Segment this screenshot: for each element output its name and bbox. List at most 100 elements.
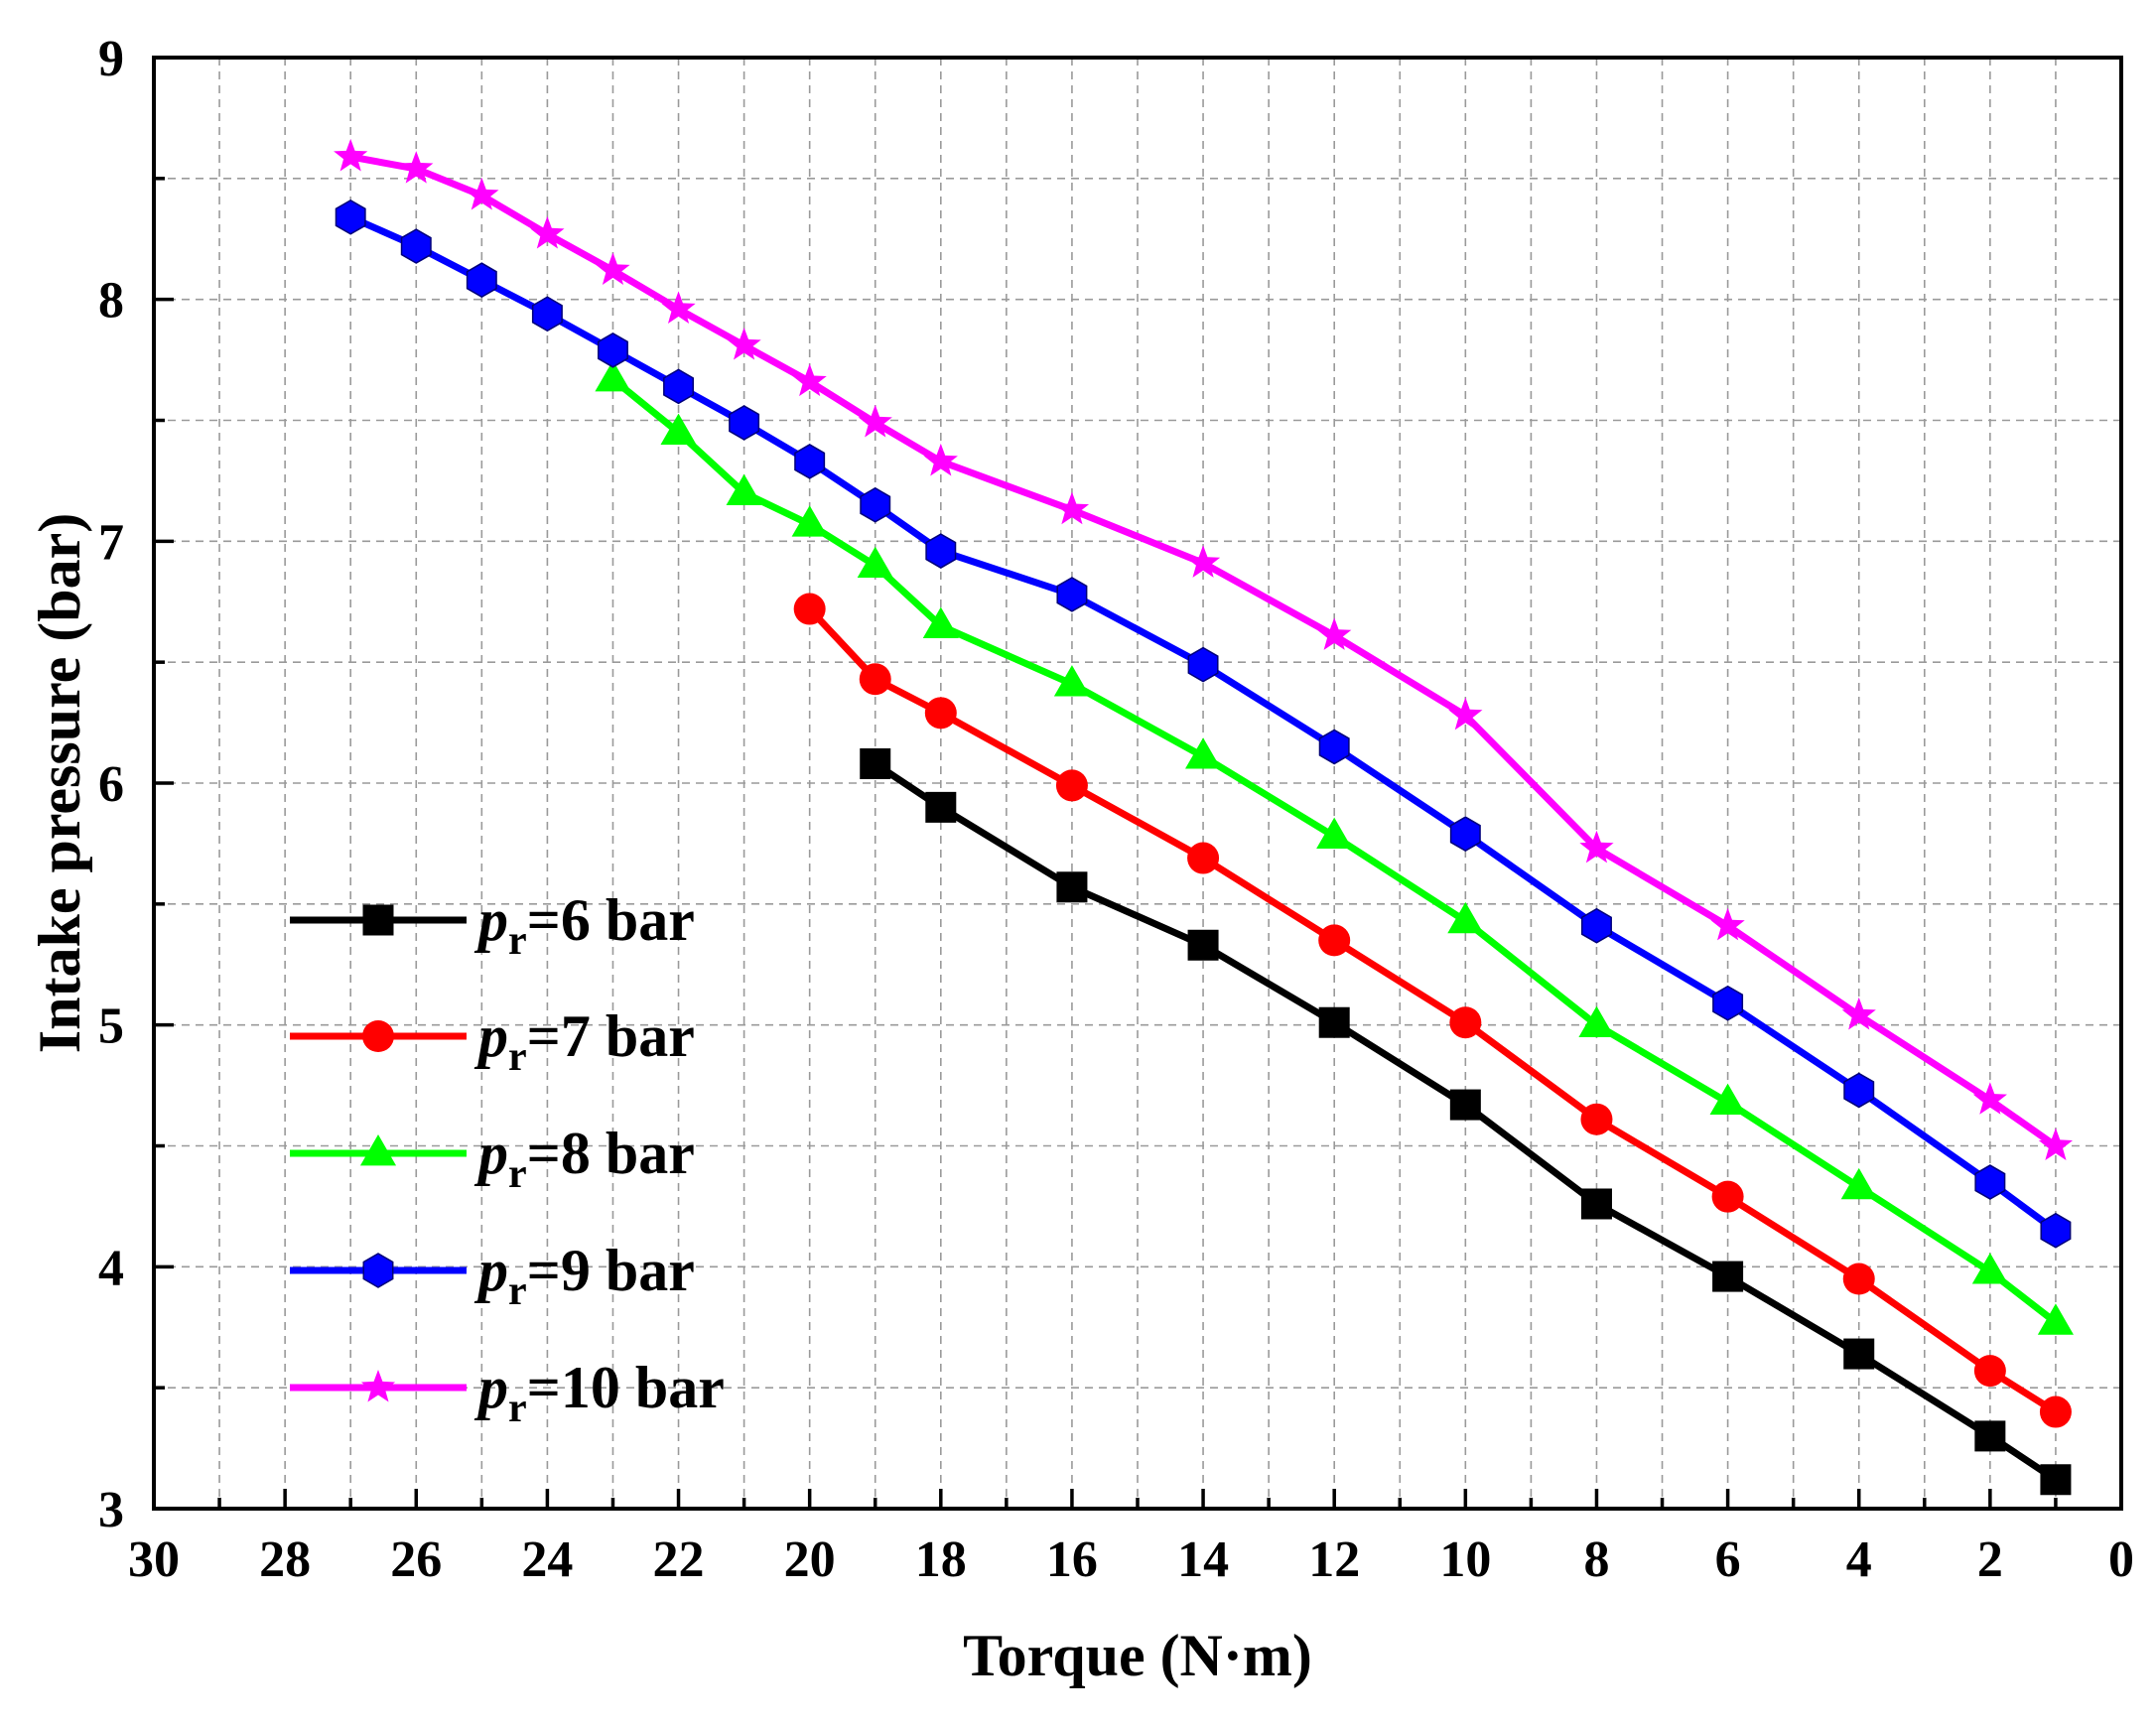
legend-item-3: pr=8 bar [290,1121,695,1197]
data-point [924,697,957,730]
series-group [334,138,2074,1496]
x-tick-label: 24 [521,1531,573,1588]
x-axis-title: Torque (N·m) [963,1623,1312,1688]
x-tick-label: 0 [2108,1531,2134,1588]
legend-marker [359,1134,397,1166]
y-tick-label: 5 [98,998,124,1055]
y-tick-label: 6 [98,756,124,813]
data-point [597,332,628,368]
data-point [859,663,891,696]
x-tick-label: 2 [1977,1531,2003,1588]
data-point [1056,577,1088,612]
data-point [1840,1167,1877,1200]
data-point [1318,1006,1350,1038]
data-point [1580,1103,1613,1135]
data-point [2039,1396,2072,1428]
data-point [925,533,957,569]
y-tick-label: 9 [98,31,124,87]
data-point [1578,1005,1615,1038]
data-point [860,748,891,780]
legend-label: pr=7 bar [473,1003,695,1080]
x-tick-label: 26 [390,1531,442,1588]
data-point [857,546,893,579]
y-tick-label: 8 [98,273,124,330]
data-point [1318,924,1351,957]
series-3 [595,360,2074,1335]
data-point [925,791,957,823]
data-point [1974,1164,2006,1200]
data-point [399,151,434,184]
x-tick-label: 14 [1177,1531,1229,1588]
data-point [531,296,563,332]
data-point [1318,729,1350,765]
series-5 [334,138,2074,1161]
data-point [1187,646,1219,683]
legend-item-1: pr=6 bar [290,887,695,964]
data-point [794,444,826,479]
data-point [729,405,760,441]
x-tick-label: 8 [1583,1531,1609,1588]
data-point [860,486,891,523]
x-tick-label: 30 [128,1531,180,1588]
series-1 [860,748,2072,1496]
data-point [1449,816,1481,853]
data-point [923,443,958,476]
data-point [1449,1089,1481,1121]
grid [154,58,2121,1509]
data-point [922,606,959,638]
y-tick-label: 4 [98,1240,124,1296]
data-point [1185,545,1221,578]
data-point [596,252,630,285]
data-point [1580,907,1612,944]
x-tick-label: 16 [1046,1531,1098,1588]
data-point [466,262,497,299]
data-point [660,413,697,446]
data-point [1710,907,1745,941]
data-point [1185,737,1222,769]
legend-marker [362,1020,394,1052]
data-point [1579,830,1614,864]
legend-marker [360,1370,396,1402]
data-point [727,327,761,360]
data-point [1316,817,1353,849]
legend-item-5: pr=10 bar [290,1355,725,1431]
x-tick-label: 28 [259,1531,311,1588]
data-point [1974,1420,2006,1452]
x-tick-label: 12 [1308,1531,1360,1588]
legend-label: pr=10 bar [473,1355,725,1431]
data-point [334,138,368,172]
y-axis-title: Intake pressure (bar) [27,513,92,1053]
legend-item-4: pr=9 bar [290,1238,695,1314]
data-point [1711,1180,1744,1213]
legend-label: pr=9 bar [473,1238,695,1314]
data-point [2037,1303,2074,1335]
legend-marker [362,904,394,936]
x-tick-label: 6 [1715,1531,1741,1588]
data-point [400,228,432,264]
data-point [1054,491,1090,525]
data-point [1187,842,1220,874]
x-tick-label: 4 [1846,1531,1872,1588]
data-point [335,199,366,235]
data-point [1448,697,1483,731]
data-point [1973,1355,2006,1388]
legend-marker [362,1253,394,1288]
data-point [530,215,565,249]
data-point [858,404,892,438]
data-point [1187,929,1219,961]
x-tick-label: 18 [915,1531,967,1588]
data-point [1842,1263,1875,1295]
data-point [1709,1083,1746,1115]
y-tick-label: 7 [98,514,124,571]
data-point [791,505,828,537]
data-point [1843,1072,1875,1109]
data-point [2038,1128,2074,1161]
data-point [792,363,827,397]
x-tick-label: 20 [784,1531,836,1588]
data-point [1317,617,1352,650]
data-point [793,593,826,625]
data-point [2040,1212,2072,1249]
